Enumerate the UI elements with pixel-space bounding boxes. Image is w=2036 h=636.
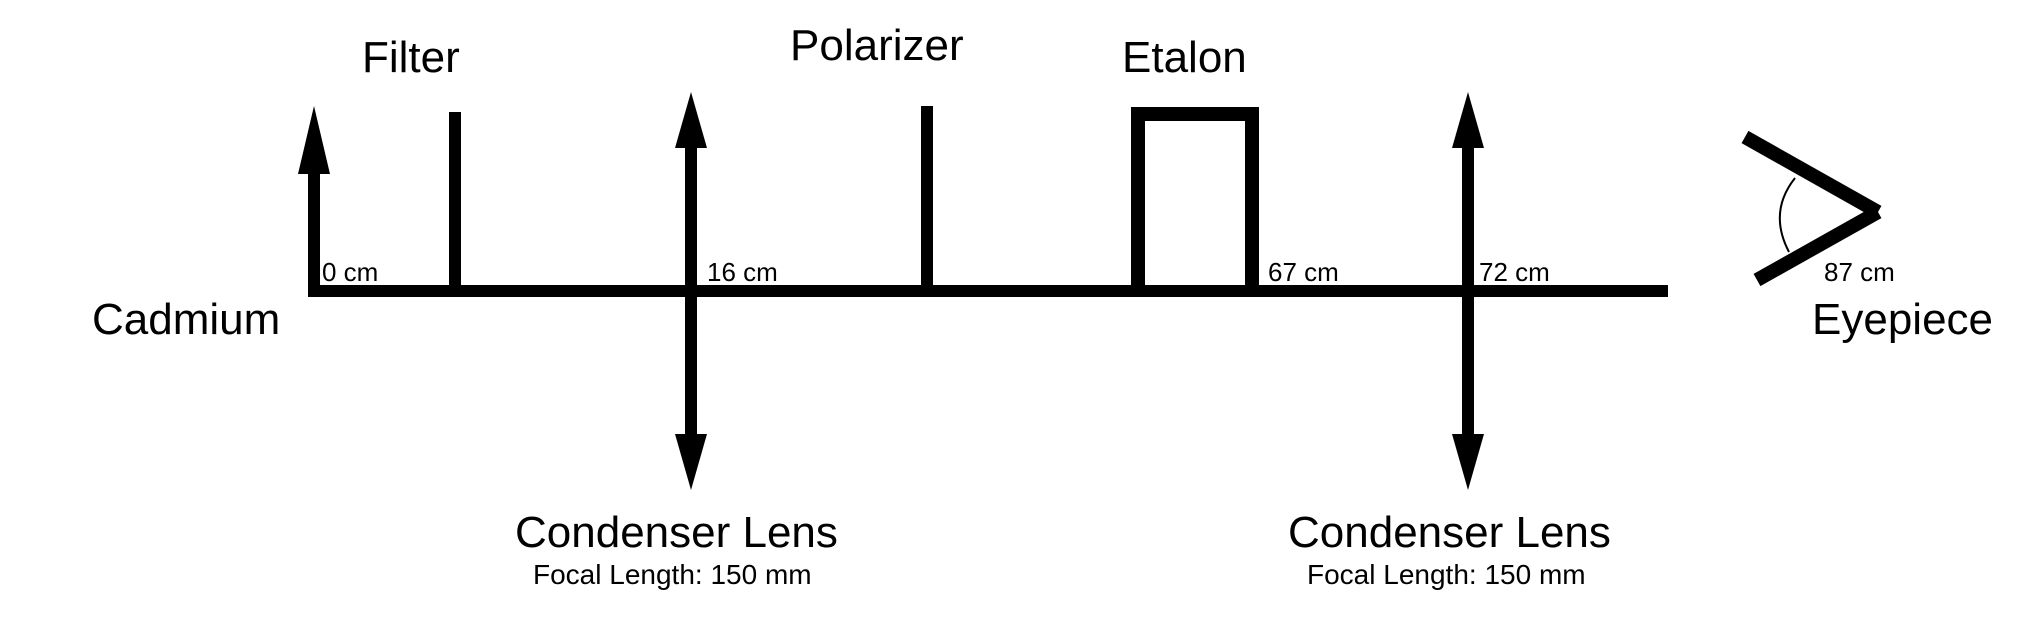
lens1-name-label: Condenser Lens — [515, 508, 838, 557]
filter-label: Filter — [362, 33, 460, 82]
distance-0-label: 0 cm — [322, 257, 378, 287]
etalon-element — [1131, 107, 1259, 291]
distance-67-label: 67 cm — [1268, 257, 1339, 287]
etalon-label: Etalon — [1122, 33, 1247, 82]
lens1-focal-label: Focal Length: 150 mm — [533, 559, 812, 590]
distance-87-label: 87 cm — [1824, 257, 1895, 287]
lens2-name-label: Condenser Lens — [1288, 508, 1611, 557]
distance-16-label: 16 cm — [707, 257, 778, 287]
condenser-lens-1 — [675, 92, 707, 490]
lens2-focal-label: Focal Length: 150 mm — [1307, 559, 1586, 590]
polarizer-label: Polarizer — [790, 21, 964, 70]
source-arrow — [298, 106, 330, 297]
eyepiece-label: Eyepiece — [1812, 295, 1993, 344]
eye-icon — [1741, 130, 1882, 287]
distance-72-label: 72 cm — [1479, 257, 1550, 287]
condenser-lens-2 — [1452, 92, 1484, 490]
source-label: Cadmium — [92, 295, 280, 344]
